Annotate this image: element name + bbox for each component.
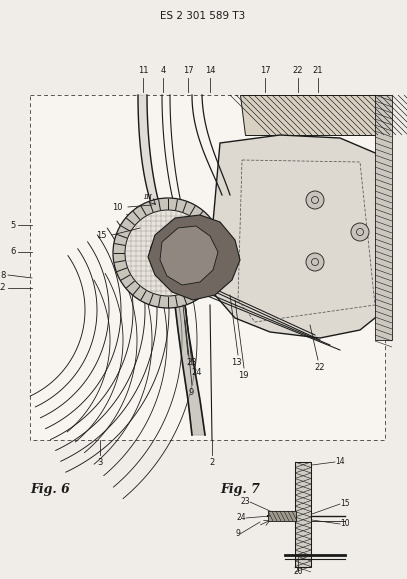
Text: 13: 13 bbox=[231, 358, 241, 367]
Polygon shape bbox=[138, 95, 168, 230]
Text: 21: 21 bbox=[313, 66, 323, 75]
Polygon shape bbox=[210, 135, 385, 338]
Text: 9: 9 bbox=[188, 388, 194, 397]
Polygon shape bbox=[240, 95, 390, 135]
Text: 10: 10 bbox=[112, 203, 123, 211]
Circle shape bbox=[351, 223, 369, 241]
Text: Fig. 7: Fig. 7 bbox=[220, 483, 260, 497]
Bar bbox=[295, 462, 311, 567]
Text: III: III bbox=[144, 193, 153, 201]
Text: 23: 23 bbox=[241, 497, 250, 507]
Text: 10: 10 bbox=[340, 519, 350, 529]
Text: 6: 6 bbox=[11, 247, 16, 256]
Text: 2: 2 bbox=[209, 458, 214, 467]
Text: 17: 17 bbox=[183, 66, 193, 75]
Text: 5: 5 bbox=[11, 221, 16, 229]
Text: 19: 19 bbox=[238, 371, 248, 380]
Circle shape bbox=[125, 210, 211, 296]
Text: 23: 23 bbox=[186, 358, 197, 367]
Text: 17: 17 bbox=[260, 66, 270, 75]
Bar bbox=[268, 511, 296, 521]
Circle shape bbox=[306, 191, 324, 209]
Text: 15: 15 bbox=[340, 500, 350, 508]
Text: 14: 14 bbox=[335, 457, 345, 467]
Text: 22: 22 bbox=[293, 66, 303, 75]
Text: 22: 22 bbox=[315, 363, 325, 372]
Text: 20: 20 bbox=[293, 566, 303, 576]
Bar bbox=[30, 95, 385, 440]
Circle shape bbox=[150, 235, 186, 271]
Text: ES 2 301 589 T3: ES 2 301 589 T3 bbox=[160, 11, 246, 21]
Text: 4: 4 bbox=[160, 66, 166, 75]
Text: Fig. 6: Fig. 6 bbox=[30, 483, 70, 497]
Polygon shape bbox=[375, 95, 392, 340]
Text: 24: 24 bbox=[191, 368, 201, 377]
Text: 9: 9 bbox=[235, 530, 240, 538]
Polygon shape bbox=[160, 226, 218, 285]
Circle shape bbox=[113, 198, 223, 308]
Text: 12: 12 bbox=[0, 284, 6, 292]
Polygon shape bbox=[148, 215, 240, 300]
Text: 14: 14 bbox=[205, 66, 215, 75]
Text: 24: 24 bbox=[236, 514, 246, 522]
Text: 3: 3 bbox=[97, 458, 103, 467]
Polygon shape bbox=[175, 305, 205, 435]
Circle shape bbox=[306, 253, 324, 271]
Bar bbox=[30, 95, 385, 440]
Text: 15: 15 bbox=[96, 230, 107, 240]
Text: 11: 11 bbox=[138, 66, 148, 75]
Text: 8: 8 bbox=[1, 270, 6, 280]
